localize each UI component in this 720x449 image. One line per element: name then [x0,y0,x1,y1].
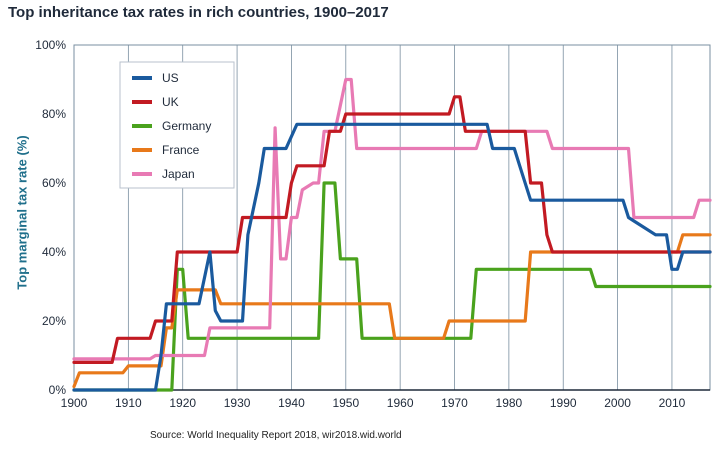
tick-labels: 1900 1910 1920 1930 1940 1950 1960 1970 1980 1990… [35,38,685,410]
y-tick-label: 20% [42,314,66,328]
x-tick-label: 1910 [115,396,142,410]
legend-label-uk: UK [162,95,179,109]
x-tick-label: 1990 [550,396,577,410]
chart-title: Top inheritance tax rates in rich countr… [8,4,389,21]
x-tick-label: 1960 [387,396,414,410]
source-note: Source: World Inequality Report 2018, wi… [150,430,402,441]
y-tick-label: 80% [42,107,66,121]
legend-label-japan: Japan [162,167,195,181]
x-tick-label: 1940 [278,396,305,410]
x-tick-label: 1930 [224,396,251,410]
legend-label-france: France [162,143,200,157]
x-tick-label: 2000 [604,396,631,410]
series-lines [72,77,712,392]
y-tick-label: 0% [49,383,67,397]
x-tick-label: 1950 [332,396,359,410]
y-tick-label: 60% [42,176,66,190]
legend-label-us: US [162,71,179,85]
series-line-japan [72,77,712,361]
series-line-germany [72,181,712,392]
x-tick-label: 1900 [61,396,88,410]
series-line-france [72,233,712,389]
x-tick-label: 1980 [496,396,523,410]
x-tick-label: 1970 [441,396,468,410]
x-tick-label: 2010 [659,396,686,410]
y-tick-label: 40% [42,245,66,259]
legend: US UK Germany France Japan [119,61,235,189]
series-line-us [72,122,712,392]
legend-label-germany: Germany [162,119,211,133]
series-line-uk [72,95,712,364]
x-tick-label: 1920 [169,396,196,410]
y-tick-label: 100% [35,38,66,52]
